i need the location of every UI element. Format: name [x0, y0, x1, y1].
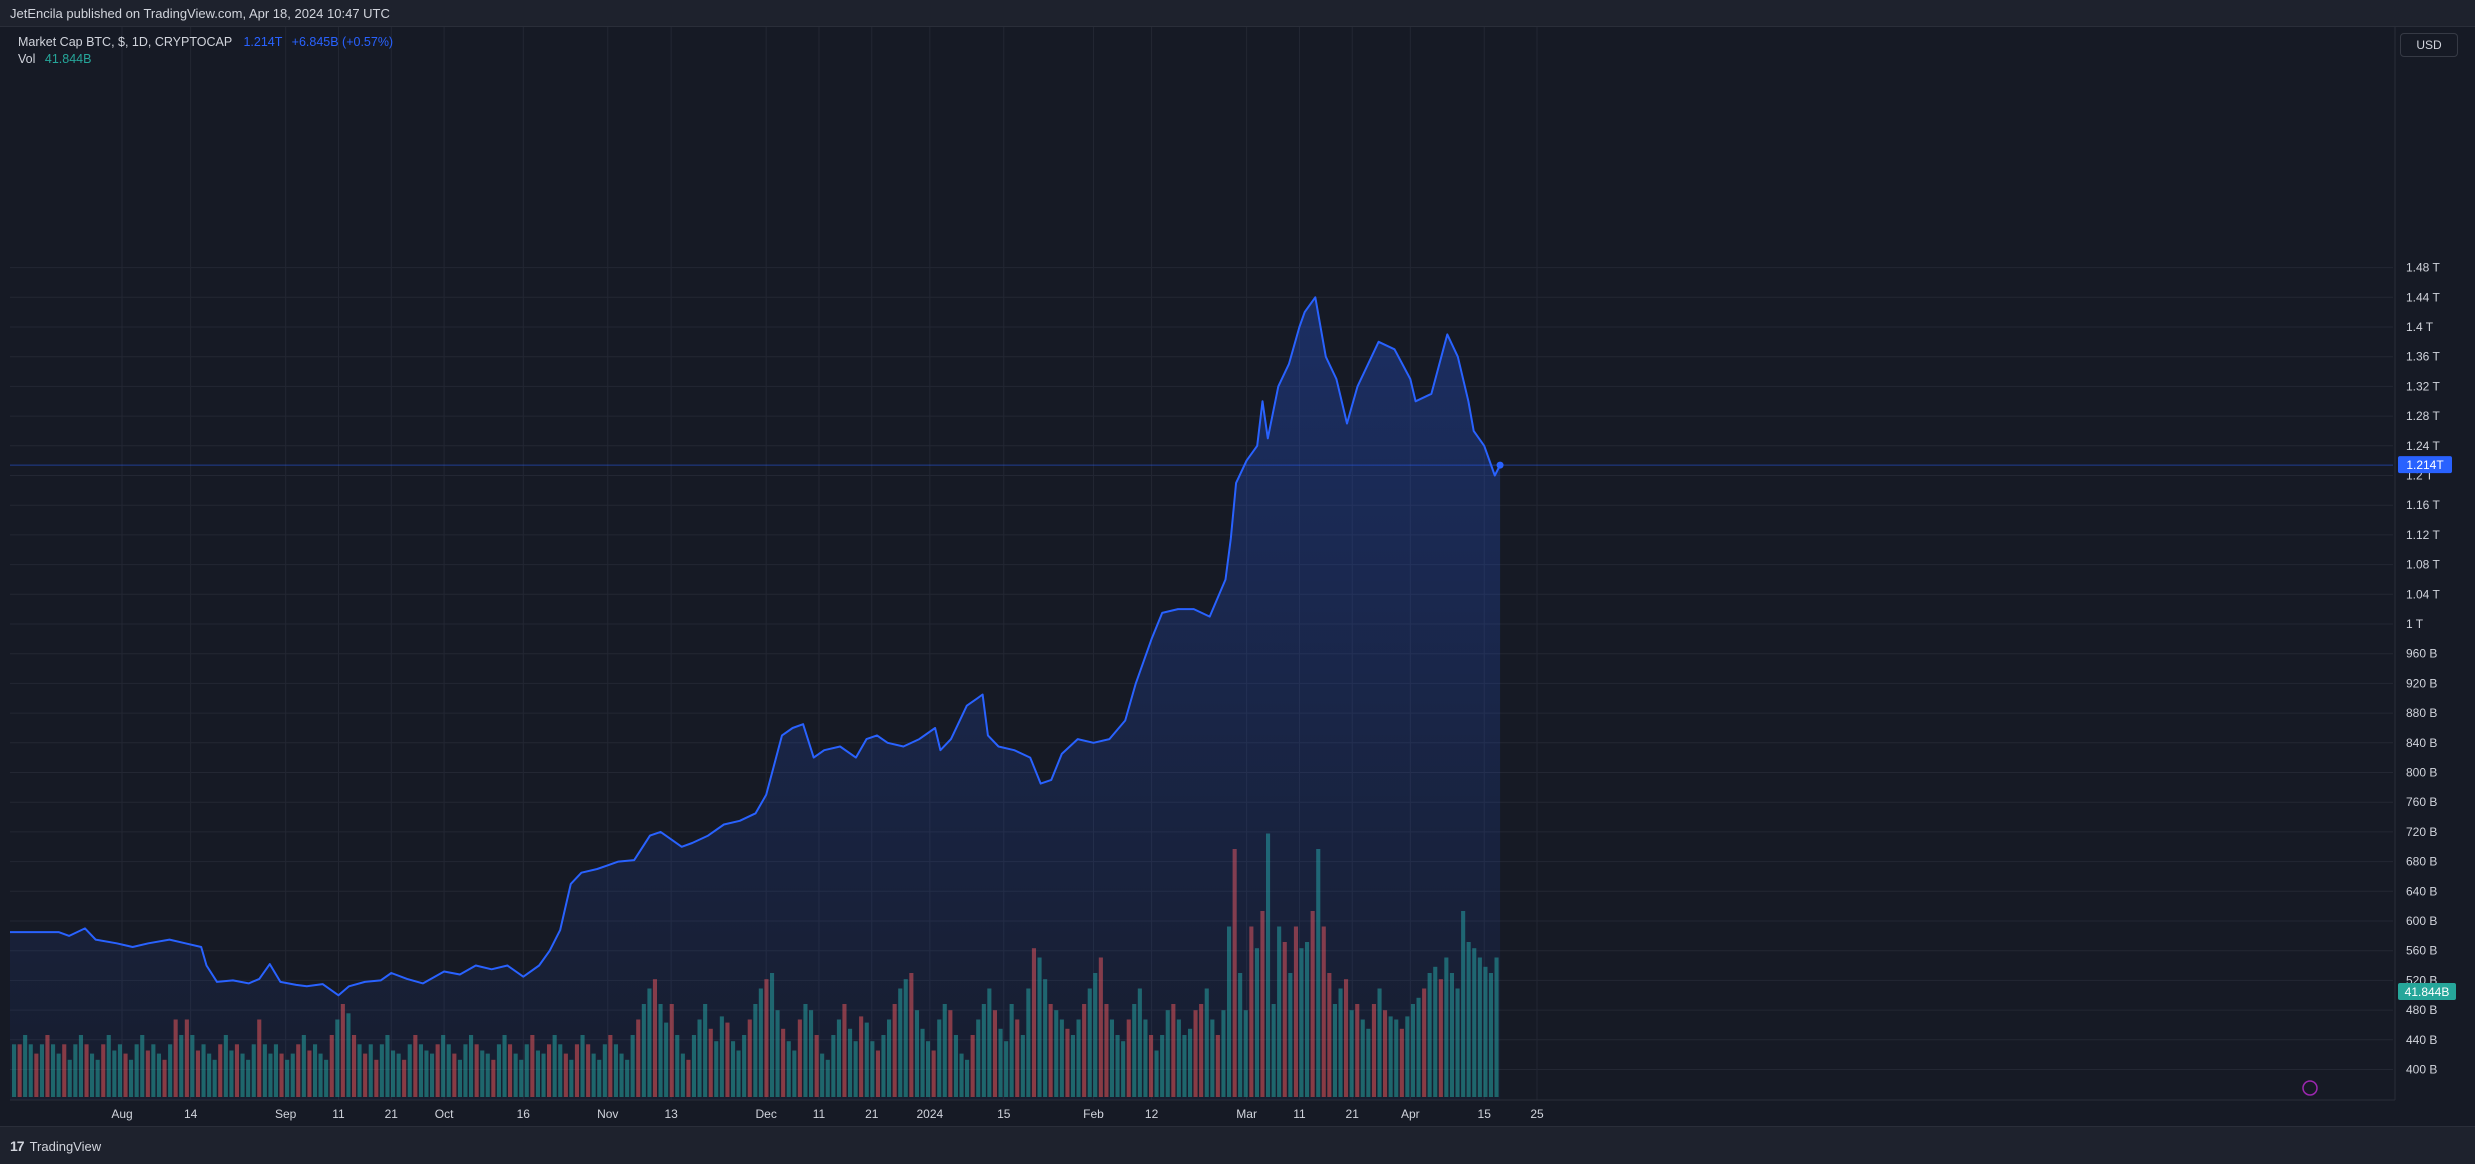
- y-tick-label: 1.28 T: [2406, 409, 2440, 423]
- x-tick-label: Nov: [597, 1107, 618, 1121]
- tradingview-brand: TradingView: [29, 1138, 102, 1154]
- y-tick-label: 640 B: [2406, 884, 2437, 898]
- price-area: [10, 296, 1501, 1100]
- y-tick-label: 1.08 T: [2406, 558, 2440, 572]
- legend-last-value: 1.214T: [243, 35, 283, 49]
- y-tick-label: 480 B: [2406, 1003, 2437, 1017]
- x-tick-label: 15: [1478, 1107, 1492, 1121]
- y-tick-label: 560 B: [2406, 944, 2437, 958]
- y-tick-label: 1.16 T: [2406, 498, 2440, 512]
- y-tick-label: 1.32 T: [2406, 379, 2440, 393]
- y-tick-label: 760 B: [2406, 795, 2437, 809]
- y-tick-label: 960 B: [2406, 647, 2437, 661]
- y-tick-label: 920 B: [2406, 676, 2437, 690]
- price-area-fill: [10, 297, 1501, 1100]
- y-tick-label: 440 B: [2406, 1033, 2437, 1047]
- y-tick-label: 680 B: [2406, 855, 2437, 869]
- y-tick-label: 600 B: [2406, 914, 2437, 928]
- x-tick-label: 25: [1530, 1107, 1544, 1121]
- x-tick-label: Mar: [1236, 1107, 1257, 1121]
- x-tick-label: 21: [1346, 1107, 1360, 1121]
- last-volume-badge: [2398, 983, 2456, 1000]
- x-tick-label: 11: [1293, 1107, 1306, 1121]
- events-icon[interactable]: [2302, 1080, 2318, 1096]
- y-tick-label: 1.04 T: [2406, 587, 2440, 601]
- x-tick-label: Apr: [1401, 1107, 1420, 1121]
- x-tick-label: 15: [997, 1107, 1011, 1121]
- currency-button[interactable]: USD: [2400, 33, 2458, 57]
- y-tick-label: 1.44 T: [2406, 290, 2440, 304]
- y-tick-label: 1.12 T: [2406, 528, 2440, 542]
- y-tick-label: 1.24 T: [2406, 439, 2440, 453]
- last-price-badge: [2398, 456, 2452, 474]
- y-tick-label: 1.4 T: [2406, 320, 2434, 334]
- publish-bar: JetEncila published on TradingView.com, …: [0, 0, 2475, 27]
- y-tick-label: 400 B: [2406, 1063, 2437, 1077]
- y-tick-label: 1 T: [2406, 617, 2424, 631]
- footer-bar: 17 TradingView: [0, 1126, 2475, 1164]
- x-tick-label: Oct: [435, 1107, 454, 1121]
- x-tick-label: Feb: [1083, 1107, 1104, 1121]
- tradingview-logo[interactable]: 17 TradingView: [10, 1138, 101, 1154]
- x-tick-label: 11: [332, 1107, 345, 1121]
- x-tick-label: 11: [813, 1107, 826, 1121]
- y-tick-label: 800 B: [2406, 766, 2437, 780]
- last-price-dot: [1496, 461, 1504, 469]
- price-line: [10, 296, 1501, 997]
- x-tick-label: Aug: [111, 1107, 132, 1121]
- x-tick-label: Dec: [755, 1107, 776, 1121]
- y-tick-label: 840 B: [2406, 736, 2437, 750]
- y-tick-label: 880 B: [2406, 706, 2437, 720]
- x-tick-label: 16: [517, 1107, 531, 1121]
- chart-legend: Market Cap BTC, $, 1D, CRYPTOCAP 1.214T …: [18, 34, 393, 68]
- legend-volume-row: Vol 41.844B: [18, 51, 393, 68]
- legend-symbol: Market Cap BTC, $, 1D, CRYPTOCAP: [18, 35, 232, 49]
- last-price-label: 1.214T: [2406, 458, 2444, 472]
- legend-symbol-row: Market Cap BTC, $, 1D, CRYPTOCAP 1.214T …: [18, 34, 393, 51]
- legend-volume-value: 41.844B: [44, 52, 92, 66]
- x-tick-label: 21: [385, 1107, 399, 1121]
- y-tick-label: 1.36 T: [2406, 350, 2440, 364]
- tradingview-logo-icon: 17: [10, 1138, 25, 1154]
- y-tick-label: 1.48 T: [2406, 261, 2440, 275]
- x-tick-label: Sep: [275, 1107, 297, 1121]
- x-tick-label: 13: [664, 1107, 678, 1121]
- last-volume-label: 41.844B: [2405, 985, 2450, 999]
- y-tick-label: 720 B: [2406, 825, 2437, 839]
- x-tick-label: 14: [184, 1107, 198, 1121]
- legend-change: +6.845B (+0.57%): [291, 35, 394, 49]
- x-tick-label: 2024: [916, 1107, 943, 1121]
- last-price-markers: 1.214T 41.844B: [10, 456, 2456, 1096]
- publish-info: JetEncila published on TradingView.com, …: [10, 6, 390, 21]
- legend-volume-label: Vol: [18, 52, 36, 66]
- x-tick-label: 21: [865, 1107, 879, 1121]
- x-tick-label: 12: [1145, 1107, 1159, 1121]
- time-axis[interactable]: Aug 14 Sep 11 21 Oct 16 Nov 13 Dec 11 21 2024 15 Feb 12…: [111, 1107, 1544, 1121]
